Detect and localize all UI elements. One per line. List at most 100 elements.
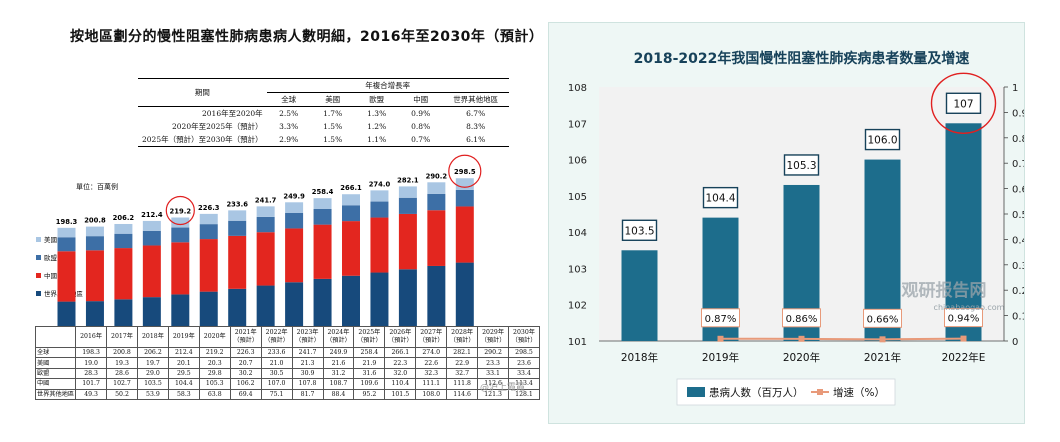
data-table-cell: 63.8: [198, 388, 231, 400]
growth-rate-label: 0.94%: [948, 314, 980, 325]
x-axis-tick-label: 2021年: [864, 351, 901, 364]
data-table-cell: 111.1: [415, 378, 448, 390]
data-table-cell: 49.3: [75, 388, 108, 400]
stacked-bar-segment: [142, 245, 161, 298]
data-table-cell: 110.4: [384, 378, 417, 390]
growth-rate-label-box: [701, 308, 740, 328]
bar-total-label: 249.9: [283, 192, 305, 200]
data-table-cell: 258.4: [353, 346, 386, 359]
cagr-col-header: 世界其他地區: [453, 95, 499, 104]
stacked-bar-segment: [228, 235, 247, 289]
bar-value-label-box: [621, 219, 658, 241]
stacked-bar-segment: [370, 217, 389, 273]
bar-value-label: 103.5: [624, 225, 654, 237]
data-table-year-header: 2017年: [106, 326, 138, 348]
bar-total-label: 258.4: [312, 188, 334, 196]
bar-patients: [621, 250, 658, 341]
data-table-cell: 30.9: [291, 367, 324, 380]
left-figure: 按地區劃分的慢性阻塞性肺病患病人數明細，2016年至2030年（預計） 期間 年…: [34, 29, 544, 400]
data-table-cell: 20.7: [229, 357, 262, 369]
left-bar-chart: 198.3 200.8 206.2 212.4 219.2 226.3 233.6 241.7…: [56, 154, 482, 326]
data-table-cell: 241.7: [291, 346, 324, 359]
data-table-cell: 198.3: [75, 346, 108, 359]
left-chart-title: 按地區劃分的慢性阻塞性肺病患病人數明細，2016年至2030年（預計）: [70, 29, 544, 45]
data-table-cell: 226.3: [229, 346, 262, 359]
bar-value-label-box: [864, 128, 901, 151]
stacked-bar-segment: [199, 213, 218, 225]
bar-total-label: 198.3: [56, 218, 78, 226]
data-table-corner: [34, 326, 77, 348]
cagr-col-header: 美國: [325, 95, 341, 104]
stacked-bar-segment: [57, 301, 76, 326]
bar-total-label: 200.8: [84, 217, 106, 225]
stacked-bar-segment: [171, 294, 190, 326]
bar-total-label: 226.3: [198, 204, 220, 212]
data-table-cell: 290.2: [477, 346, 510, 359]
legend-item-us: 美國: [36, 234, 57, 244]
stacked-bar-segment: [57, 251, 76, 302]
data-table-year-header: 2022年（預計）: [260, 326, 293, 348]
cagr-value-cell: 2.5%: [279, 109, 299, 118]
data-table-row-label: 歐盟: [34, 367, 77, 380]
y2-axis-tick-label: 0.1: [1012, 312, 1024, 323]
data-table-cell: 30.5: [260, 367, 293, 380]
stacked-bar-segment: [256, 206, 275, 217]
stacked-bar-segment: [427, 265, 446, 326]
growth-rate-marker: [798, 335, 805, 342]
stacked-bar-segment: [342, 194, 360, 206]
stacked-bar-segment: [57, 227, 76, 238]
stacked-bar-segment: [398, 186, 417, 198]
bar-total-label: 233.6: [226, 200, 248, 208]
legend-swatch-eu: [36, 254, 41, 260]
stacked-bar-segment: [455, 262, 474, 326]
stacked-bar-segment: [228, 210, 247, 221]
stacked-bar-segment: [342, 275, 360, 326]
legend-swatch-china: [36, 272, 41, 278]
y2-axis-tick-label: 0.9: [1012, 108, 1024, 119]
stacked-bar-segment: [228, 288, 247, 326]
legend-box: [676, 378, 896, 406]
cagr-row: 2016年至2020年 2.5% 1.7% 1.3% 0.9% 6.7%: [138, 107, 509, 121]
right-chart-title: 2018-2022年我国慢性阻塞性肺疾病患者数量及增速: [634, 50, 970, 67]
highlight-circle: [165, 195, 195, 226]
data-table-row-label: 世界其他地區: [34, 388, 77, 400]
y2-axis-tick-label: 0.3: [1012, 261, 1024, 272]
data-table-cell: 31.6: [353, 367, 386, 380]
y-axis-tick-label: 103: [568, 264, 587, 275]
data-table-cell: 108.7: [322, 378, 355, 390]
bar-total-label: 219.2: [170, 207, 192, 215]
data-table-cell: 105.3: [198, 378, 231, 390]
data-table-cell: 21.3: [291, 357, 324, 369]
stacked-bar-segment: [114, 233, 133, 249]
y-axis-tick-label: 107: [568, 119, 587, 130]
data-table-header-row: 2016年 2017年 2018年 2019年 2020年 2021年（預計） 2022年（…: [34, 326, 540, 348]
data-table-year-header: 2019年: [167, 326, 200, 348]
data-table-cell: 22.3: [384, 357, 417, 369]
legend-swatch-patients: [687, 387, 705, 397]
stacked-bar-segment: [313, 198, 332, 209]
bar-total-label: 212.4: [141, 211, 163, 219]
bar-total-label: 290.2: [426, 172, 448, 180]
stacked-bar-segment: [342, 221, 360, 276]
data-table-row: 美國 19.0 19.3 19.7 20.1 20.3 20.7 21.0 21.3 21.6 21…: [34, 357, 540, 369]
y2-axis-tick-label: 0.6: [1012, 185, 1024, 196]
cagr-value-cell: 1.2%: [367, 122, 387, 131]
y-axis-tick-label: 106: [568, 156, 587, 167]
cagr-value-cell: 2.9%: [279, 135, 299, 144]
y-axis-tick-label: 102: [568, 301, 587, 312]
stacked-bar-segment: [171, 217, 190, 228]
data-table-year-header: 2026年（預計）: [384, 326, 417, 348]
cagr-table: 期間 年複合增長率 全球 美國 歐盟 中國 世界其他地區 2016年至2020年 2.5%…: [138, 78, 509, 147]
stacked-bar-segment: [285, 282, 304, 326]
cagr-value-cell: 1.3%: [367, 109, 387, 118]
data-table-cell: 32.3: [415, 367, 448, 380]
data-table-cell: 206.2: [136, 346, 169, 359]
cagr-period-cell: 2025年（預計）至2030年（預計）: [142, 135, 263, 144]
cagr-value-cell: 1.7%: [323, 109, 343, 118]
stacked-bar-segment: [427, 193, 446, 211]
data-table-cell: 19.3: [106, 357, 138, 369]
stacked-bar-segment: [256, 232, 275, 286]
highlight-circle: [448, 154, 482, 188]
data-table-cell: 101.7: [75, 378, 108, 390]
data-table-cell: 53.9: [136, 388, 169, 400]
